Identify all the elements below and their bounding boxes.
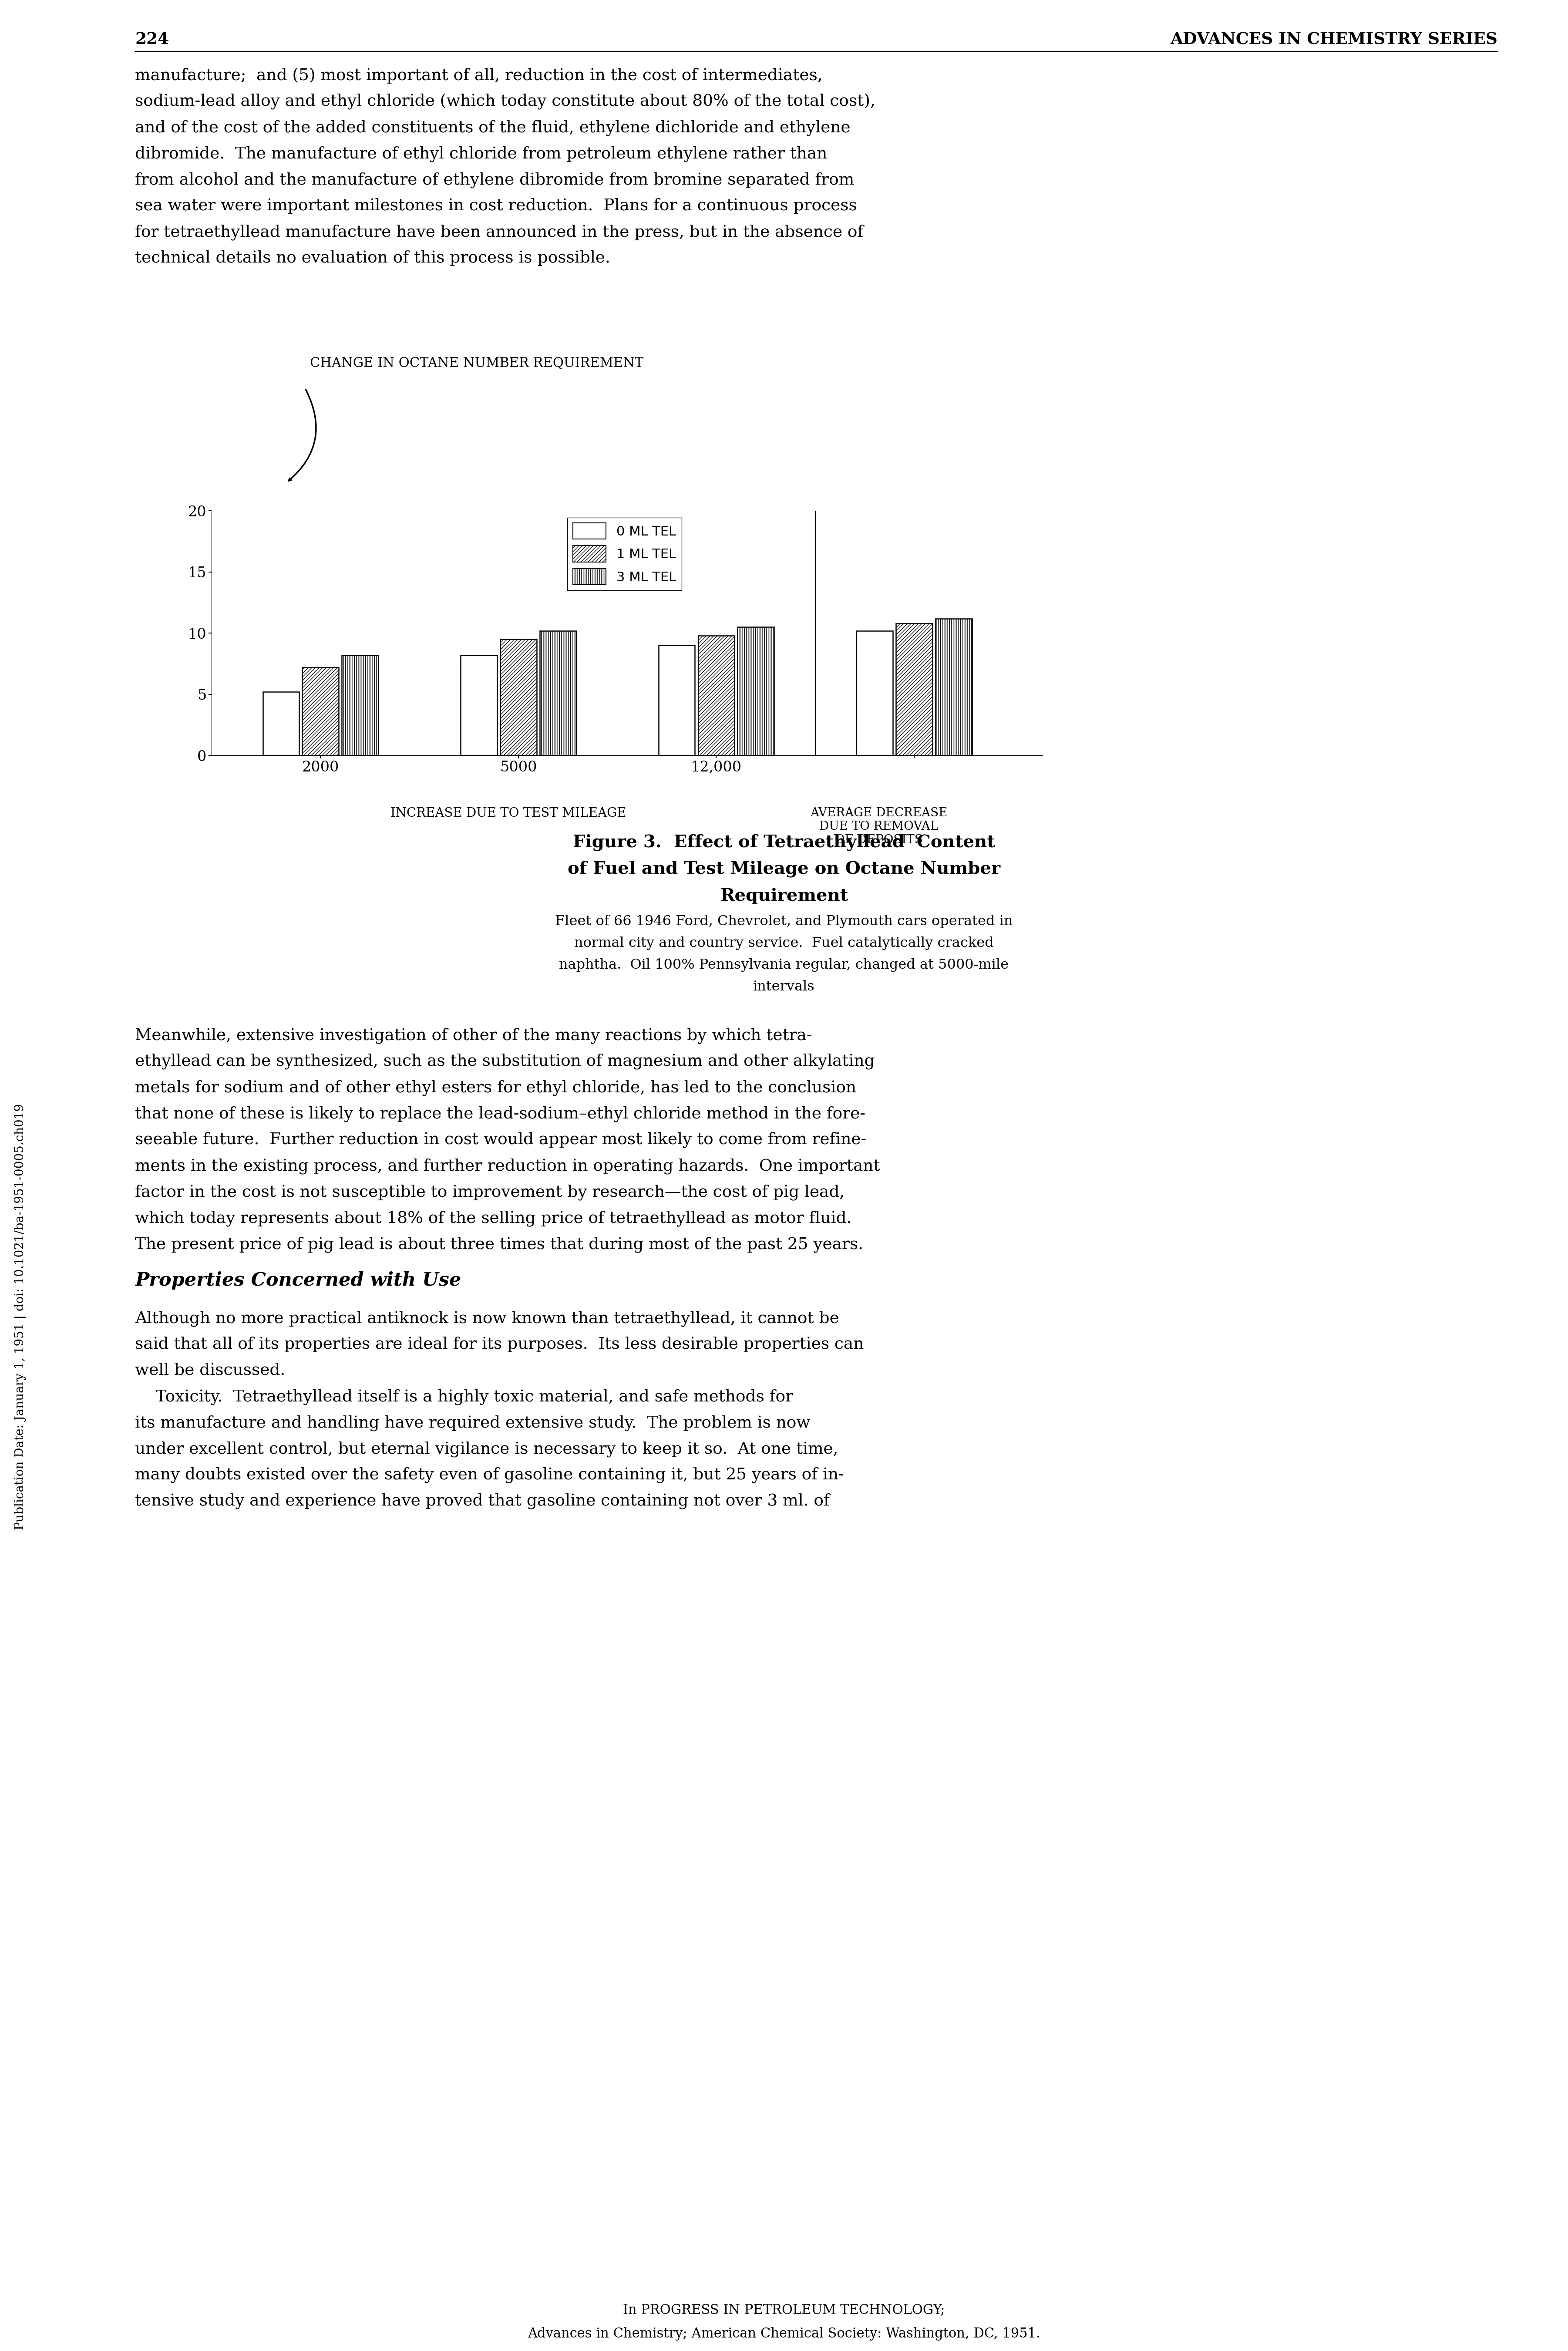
Text: of Fuel and Test Mileage on Octane Number: of Fuel and Test Mileage on Octane Numbe… bbox=[568, 860, 1000, 877]
Legend: 0 ML TEL, 1 ML TEL, 3 ML TEL: 0 ML TEL, 1 ML TEL, 3 ML TEL bbox=[568, 517, 682, 590]
Text: INCREASE DUE TO TEST MILEAGE: INCREASE DUE TO TEST MILEAGE bbox=[390, 806, 626, 818]
Text: Requirement: Requirement bbox=[720, 889, 848, 905]
Text: Advances in Chemistry; American Chemical Society: Washington, DC, 1951.: Advances in Chemistry; American Chemical… bbox=[527, 2327, 1041, 2342]
Bar bbox=[500, 639, 536, 755]
Bar bbox=[856, 630, 892, 755]
Bar bbox=[342, 656, 378, 755]
Bar bbox=[461, 656, 497, 755]
Text: normal city and country service.  Fuel catalytically cracked: normal city and country service. Fuel ca… bbox=[574, 936, 994, 950]
Text: The present price of pig lead is about three times that during most of the past : The present price of pig lead is about t… bbox=[135, 1237, 864, 1253]
Text: technical details no evaluation of this process is possible.: technical details no evaluation of this … bbox=[135, 249, 610, 266]
Text: ADVANCES IN CHEMISTRY SERIES: ADVANCES IN CHEMISTRY SERIES bbox=[1170, 31, 1497, 47]
Text: Fleet of 66 1946 Ford, Chevrolet, and Plymouth cars operated in: Fleet of 66 1946 Ford, Chevrolet, and Pl… bbox=[555, 915, 1013, 929]
Text: which today represents about 18% of the selling price of tetraethyllead as motor: which today represents about 18% of the … bbox=[135, 1211, 851, 1227]
Text: said that all of its properties are ideal for its purposes.  Its less desirable : said that all of its properties are idea… bbox=[135, 1338, 864, 1352]
Bar bbox=[936, 618, 972, 755]
Bar bbox=[737, 628, 775, 755]
Text: dibromide.  The manufacture of ethyl chloride from petroleum ethylene rather tha: dibromide. The manufacture of ethyl chlo… bbox=[135, 146, 828, 162]
Bar bbox=[698, 635, 734, 755]
Bar bbox=[659, 644, 695, 755]
Text: from alcohol and the manufacture of ethylene dibromide from bromine separated fr: from alcohol and the manufacture of ethy… bbox=[135, 172, 855, 188]
Text: metals for sodium and of other ethyl esters for ethyl chloride, has led to the c: metals for sodium and of other ethyl est… bbox=[135, 1079, 856, 1096]
Bar bbox=[895, 623, 933, 755]
Text: Publication Date: January 1, 1951 | doi: 10.1021/ba-1951-0005.ch019: Publication Date: January 1, 1951 | doi:… bbox=[14, 1103, 27, 1531]
Text: ethyllead can be synthesized, such as the substitution of magnesium and other al: ethyllead can be synthesized, such as th… bbox=[135, 1053, 875, 1070]
Text: AVERAGE DECREASE
DUE TO REMOVAL
OF DEPOSITS: AVERAGE DECREASE DUE TO REMOVAL OF DEPOS… bbox=[811, 806, 947, 846]
Bar bbox=[303, 668, 339, 755]
Text: Figure 3.  Effect of Tetraethyllead  Content: Figure 3. Effect of Tetraethyllead Conte… bbox=[572, 835, 996, 851]
Text: tensive study and experience have proved that gasoline containing not over 3 ml.: tensive study and experience have proved… bbox=[135, 1493, 829, 1509]
Text: under excellent control, but eternal vigilance is necessary to keep it so.  At o: under excellent control, but eternal vig… bbox=[135, 1441, 839, 1458]
Text: ments in the existing process, and further reduction in operating hazards.  One : ments in the existing process, and furth… bbox=[135, 1159, 880, 1173]
Text: Meanwhile, extensive investigation of other of the many reactions by which tetra: Meanwhile, extensive investigation of ot… bbox=[135, 1027, 812, 1044]
Text: manufacture;  and (5) most important of all, reduction in the cost of intermedia: manufacture; and (5) most important of a… bbox=[135, 68, 823, 82]
Text: Toxicity.  Tetraethyllead itself is a highly toxic material, and safe methods fo: Toxicity. Tetraethyllead itself is a hig… bbox=[135, 1389, 793, 1406]
Text: In PROGRESS IN PETROLEUM TECHNOLOGY;: In PROGRESS IN PETROLEUM TECHNOLOGY; bbox=[622, 2304, 946, 2316]
Text: Properties Concerned with Use: Properties Concerned with Use bbox=[135, 1272, 461, 1291]
Text: 224: 224 bbox=[135, 31, 169, 47]
Text: sea water were important milestones in cost reduction.  Plans for a continuous p: sea water were important milestones in c… bbox=[135, 197, 858, 214]
Text: Although no more practical antiknock is now known than tetraethyllead, it cannot: Although no more practical antiknock is … bbox=[135, 1310, 839, 1326]
Text: that none of these is likely to replace the lead-sodium–ethyl chloride method in: that none of these is likely to replace … bbox=[135, 1105, 866, 1121]
Text: sodium-lead alloy and ethyl chloride (which today constitute about 80% of the to: sodium-lead alloy and ethyl chloride (wh… bbox=[135, 94, 875, 110]
Text: well be discussed.: well be discussed. bbox=[135, 1364, 285, 1378]
Text: naphtha.  Oil 100% Pennsylvania regular, changed at 5000-mile: naphtha. Oil 100% Pennsylvania regular, … bbox=[560, 959, 1008, 971]
Text: CHANGE IN OCTANE NUMBER REQUIREMENT: CHANGE IN OCTANE NUMBER REQUIREMENT bbox=[310, 357, 643, 369]
Text: factor in the cost is not susceptible to improvement by research—the cost of pig: factor in the cost is not susceptible to… bbox=[135, 1185, 845, 1199]
Text: for tetraethyllead manufacture have been announced in the press, but in the abse: for tetraethyllead manufacture have been… bbox=[135, 223, 864, 240]
Text: intervals: intervals bbox=[753, 980, 815, 994]
Text: seeable future.  Further reduction in cost would appear most likely to come from: seeable future. Further reduction in cos… bbox=[135, 1131, 867, 1147]
Bar bbox=[539, 630, 575, 755]
Bar bbox=[263, 691, 299, 755]
Text: and of the cost of the added constituents of the fluid, ethylene dichloride and : and of the cost of the added constituent… bbox=[135, 120, 850, 136]
Text: many doubts existed over the safety even of gasoline containing it, but 25 years: many doubts existed over the safety even… bbox=[135, 1467, 844, 1483]
Text: its manufacture and handling have required extensive study.  The problem is now: its manufacture and handling have requir… bbox=[135, 1415, 811, 1432]
